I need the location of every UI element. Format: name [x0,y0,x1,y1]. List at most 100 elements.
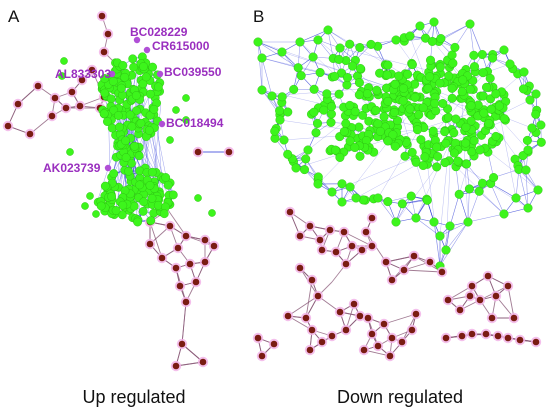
hub-node [127,122,137,131]
hub-node [100,181,110,191]
network-edge [261,89,280,111]
network-edge [305,279,313,319]
peripheral-node [76,102,84,110]
network-edge [331,119,506,193]
network-edge [181,301,187,345]
hub-node [451,114,461,124]
hub-node [448,58,458,68]
hub-node [81,202,89,210]
peripheral-node [172,264,180,272]
network-edge [339,47,441,74]
hub-node [124,166,133,176]
peripheral-node [100,48,108,56]
network-edge [515,169,520,199]
hub-node [438,98,448,108]
peripheral-node [14,100,22,108]
hub-node [141,72,151,82]
hub-node [107,123,117,133]
hub-node [410,92,420,102]
hub-node [153,82,163,92]
hub-node [144,125,154,135]
hub-node [108,77,118,86]
hub-node [440,158,450,168]
hub-node [168,190,178,200]
peripheral-node [210,242,218,250]
hub-node [145,180,155,190]
hub-node [109,169,119,179]
hub-node [147,193,157,203]
peripheral-node [51,94,59,102]
network-edge [287,295,319,317]
hub-node [166,136,174,144]
hub-node [114,111,123,121]
hub-node [121,153,131,163]
hub-node [182,94,190,102]
gene-node-cr615000 [143,46,151,54]
hub-node [135,166,145,176]
hub-node [466,101,476,111]
hub-node [485,73,495,83]
network-edge [469,23,483,55]
network-edge [455,166,460,195]
hub-node [135,180,145,190]
panel-b-network [252,17,546,362]
network-edge [467,191,480,223]
hub-node [484,118,494,128]
network-edge [445,221,469,251]
hub-node [131,91,141,100]
peripheral-node [174,244,182,252]
peripheral-node [201,258,209,266]
network-edge [458,194,469,223]
hub-node [432,142,442,152]
network-edge [403,269,443,273]
peripheral-node [78,76,86,84]
panel-b-nodes [252,17,546,362]
peripheral-node [146,240,154,248]
hub-node [478,68,488,78]
network-edge [299,29,329,43]
hub-node [431,106,441,116]
peripheral-node [192,278,200,286]
hub-node [118,200,128,210]
hub-node [100,74,110,83]
hub-node [109,105,119,115]
network-edge [257,41,263,91]
network-edge [499,115,517,199]
hub-node [147,167,157,177]
network-edge [467,213,505,223]
gene-node-bc039550 [156,70,164,78]
hub-node [486,104,496,114]
hub-node [136,118,146,128]
hub-node [499,114,509,124]
network-edge [507,285,515,319]
peripheral-node [98,12,106,20]
network-edge [467,188,470,223]
network-edge [343,231,373,247]
peripheral-node [176,282,184,290]
hub-node [465,84,475,94]
hub-node [149,104,159,114]
gene-label-bc028229: BC028229 [130,25,188,39]
gene-node-bc028229 [133,36,141,44]
hub-node [139,62,148,71]
hub-node [447,50,457,60]
gene-node-al833303 [108,70,116,78]
peripheral-node [68,88,76,96]
peripheral-node [225,148,233,156]
hub-node [400,151,410,161]
hub-node [130,141,140,151]
network-edge [439,221,469,267]
hub-node [58,72,66,80]
hub-node [138,206,148,216]
hub-node [479,108,489,118]
network-edge [427,164,441,267]
gene-label-bc039550: BC039550 [164,65,222,79]
network-edge [454,23,471,48]
network-edge [433,221,441,267]
network-edge [395,195,412,223]
hub-node [125,110,135,120]
peripheral-node [88,66,96,74]
hub-node [428,126,438,136]
hub-node [139,197,149,207]
hub-node [494,101,504,111]
